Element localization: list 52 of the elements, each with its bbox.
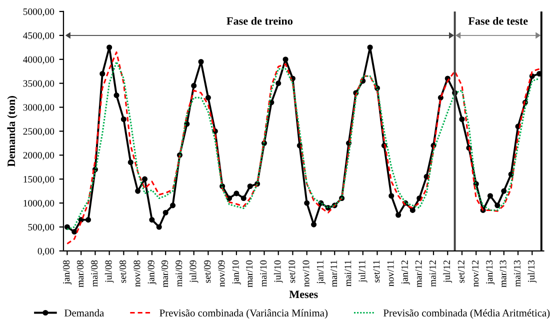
x-tick-label: mar/10 <box>246 260 253 288</box>
legend-label: Previsão combinada (Variância Mínima) <box>160 309 328 319</box>
y-tick-label: 4500,00 <box>23 32 54 40</box>
y-tick-label: 2000,00 <box>23 152 54 160</box>
x-tick-label: nov/12 <box>472 260 479 287</box>
x-tick-label: nov/10 <box>302 260 310 287</box>
y-tick-label: 3000,00 <box>23 104 54 112</box>
y-tick-label: 2500,00 <box>23 128 54 136</box>
y-tick-label: 3500,00 <box>23 80 54 88</box>
x-tick-label: jul/09 <box>189 260 198 283</box>
x-tick-label: jul/11 <box>358 260 368 283</box>
annotation: Fase de treino <box>226 16 293 25</box>
x-tick-label: nov/11 <box>387 260 394 286</box>
x-tick-label: mai/09 <box>176 260 182 287</box>
x-tick-label: nov/09 <box>218 260 225 287</box>
x-tick-label: jan/09 <box>148 260 156 285</box>
y-axis-title: Demanda (ton) <box>7 96 18 167</box>
x-tick-label: jan/13 <box>486 260 495 285</box>
y-tick-label: 1500,00 <box>24 176 54 184</box>
x-tick-label: nov/08 <box>134 260 140 287</box>
x-tick-label: mai/12 <box>429 260 436 287</box>
x-tick-label: mar/11 <box>330 260 338 287</box>
x-tick-label: jan/12 <box>401 260 410 285</box>
x-tick-label: mar/13 <box>500 260 506 288</box>
legend-label: Previsão combinada (Média Aritmética) <box>383 309 550 319</box>
x-tick-label: jan/11 <box>316 260 326 284</box>
x-tick-label: set/12 <box>458 260 464 283</box>
x-tick-label: mar/12 <box>415 260 422 288</box>
x-tick-label: jul/12 <box>443 260 452 283</box>
y-tick-label: 5000,00 <box>23 8 54 16</box>
y-tick-label: 4000,00 <box>23 56 54 64</box>
x-tick-label: set/10 <box>288 260 296 283</box>
x-tick-label: jan/10 <box>232 260 241 285</box>
x-tick-label: mar/08 <box>76 260 84 288</box>
x-tick-label: set/08 <box>120 260 126 283</box>
annotation: Fase de teste <box>468 16 528 25</box>
x-tick-label: set/11 <box>373 260 380 282</box>
x-tick-label: mai/08 <box>91 260 98 287</box>
x-tick-label: mai/10 <box>260 260 267 287</box>
x-tick-label: jul/08 <box>104 260 114 283</box>
y-tick-label: 1000,00 <box>24 200 54 208</box>
x-tick-label: jul/13 <box>528 260 537 283</box>
x-tick-label: mai/11 <box>344 260 352 286</box>
x-tick-label: set/09 <box>204 260 211 283</box>
y-tick-label: 0,00 <box>38 248 54 256</box>
x-tick-label: mar/09 <box>161 260 168 288</box>
y-tick-label: 500,00 <box>28 224 54 232</box>
x-axis-title: Meses <box>289 290 318 298</box>
x-tick-label: mai/13 <box>514 260 520 287</box>
legend-label: Demanda <box>64 309 104 317</box>
x-tick-label: jul/10 <box>274 260 283 283</box>
x-tick-label: jan/08 <box>63 260 72 285</box>
